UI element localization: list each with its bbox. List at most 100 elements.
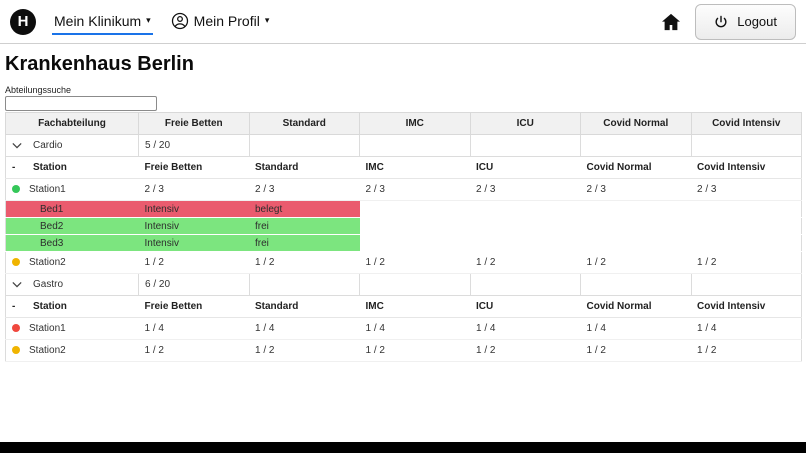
column-header: ICU bbox=[469, 112, 581, 135]
logout-label: Logout bbox=[737, 14, 777, 29]
station-value: 2 / 3 bbox=[470, 178, 581, 201]
station-value: 1 / 2 bbox=[249, 251, 360, 274]
column-header: Covid Intensiv bbox=[690, 112, 802, 135]
column-header: Freie Betten bbox=[138, 112, 250, 135]
station-column-header: Standard bbox=[249, 156, 360, 179]
station-value: 1 / 4 bbox=[580, 317, 691, 340]
station-name: Station1 bbox=[29, 322, 66, 334]
status-dot bbox=[12, 324, 20, 333]
status-dot bbox=[12, 185, 20, 194]
station-column-header: ICU bbox=[470, 295, 581, 318]
station-value: 2 / 3 bbox=[138, 178, 249, 201]
column-header: IMC bbox=[359, 112, 471, 135]
station-column-header: Freie Betten bbox=[138, 295, 249, 318]
station-column-header: Covid Intensiv bbox=[691, 156, 802, 179]
bed-row: Bed1 Intensiv belegt bbox=[5, 200, 802, 218]
bed-row: Bed3 Intensiv frei bbox=[5, 234, 802, 252]
bed-name: Bed2 bbox=[5, 217, 139, 235]
station-value: 2 / 3 bbox=[580, 178, 691, 201]
station-column-header: Station bbox=[33, 162, 67, 173]
nav-mein-profil[interactable]: Mein Profil ▾ bbox=[169, 8, 272, 36]
bed-row: Bed2 Intensiv frei bbox=[5, 217, 802, 235]
station-value: 1 / 2 bbox=[580, 251, 691, 274]
station-name: Station2 bbox=[29, 344, 66, 356]
department-name: Gastro bbox=[33, 278, 64, 290]
station-name: Station1 bbox=[29, 183, 66, 195]
empty-cell bbox=[359, 134, 471, 157]
bed-name: Bed3 bbox=[5, 234, 139, 252]
bed-state: frei bbox=[249, 234, 360, 252]
station-value: 1 / 2 bbox=[470, 339, 581, 362]
station-column-header: Covid Intensiv bbox=[691, 295, 802, 318]
station-name-cell: Station2 bbox=[5, 339, 139, 362]
station-value: 1 / 4 bbox=[691, 317, 802, 340]
chevron-down-icon[interactable] bbox=[12, 140, 22, 151]
chevron-down-icon[interactable] bbox=[12, 279, 22, 290]
department-free-beds: 6 / 20 bbox=[138, 273, 250, 296]
home-icon[interactable] bbox=[661, 13, 681, 31]
station-value: 2 / 3 bbox=[359, 178, 470, 201]
status-dot bbox=[12, 346, 20, 355]
logout-button[interactable]: Logout bbox=[695, 3, 796, 40]
department-name-cell: Gastro bbox=[5, 273, 139, 296]
department-row: Gastro 6 / 20 bbox=[5, 273, 802, 296]
table-header-row: Fachabteilung Freie Betten Standard IMC ICU C… bbox=[5, 112, 802, 135]
main-content: Krankenhaus Berlin Abteilungssuche Facha… bbox=[0, 44, 806, 362]
station-column-header: Covid Normal bbox=[580, 295, 691, 318]
bed-type: Intensiv bbox=[138, 234, 249, 252]
station-value: 1 / 2 bbox=[138, 339, 249, 362]
station-value: 1 / 4 bbox=[249, 317, 360, 340]
column-header: Covid Normal bbox=[580, 112, 692, 135]
collapse-toggle[interactable]: - bbox=[12, 162, 16, 173]
station-value: 1 / 4 bbox=[359, 317, 470, 340]
station-header-cell: - Station bbox=[5, 156, 139, 179]
empty-cell bbox=[359, 273, 471, 296]
station-value: 1 / 2 bbox=[249, 339, 360, 362]
page-title: Krankenhaus Berlin bbox=[5, 53, 194, 75]
column-header: Fachabteilung bbox=[5, 112, 139, 135]
empty-cell bbox=[469, 273, 581, 296]
station-column-header: ICU bbox=[470, 156, 581, 179]
bed-type: Intensiv bbox=[138, 200, 249, 218]
departments-table: Fachabteilung Freie Betten Standard IMC ICU C… bbox=[5, 112, 802, 362]
navbar-left: H Mein Klinikum ▾ Mein Profil ▾ bbox=[10, 0, 271, 43]
empty-cell bbox=[248, 134, 360, 157]
bed-type: Intensiv bbox=[138, 217, 249, 235]
nav-mein-klinikum[interactable]: Mein Klinikum ▾ bbox=[52, 9, 153, 35]
navbar-right: Logout bbox=[661, 3, 798, 40]
station-value: 1 / 2 bbox=[359, 251, 470, 274]
department-row: Cardio 5 / 20 bbox=[5, 134, 802, 157]
collapse-toggle[interactable]: - bbox=[12, 301, 16, 312]
station-value: 1 / 2 bbox=[138, 251, 249, 274]
search-label: Abteilungssuche bbox=[5, 85, 72, 95]
station-value: 1 / 2 bbox=[470, 251, 581, 274]
brand-logo[interactable]: H bbox=[10, 8, 36, 35]
empty-cell bbox=[690, 134, 802, 157]
station-name-cell: Station1 bbox=[5, 178, 139, 201]
brand-letter: H bbox=[17, 13, 29, 30]
empty-cell bbox=[469, 134, 581, 157]
station-value: 1 / 2 bbox=[359, 339, 470, 362]
chevron-down-icon: ▾ bbox=[146, 15, 151, 25]
status-dot bbox=[12, 258, 20, 267]
empty-cell bbox=[359, 200, 802, 218]
column-header: Standard bbox=[248, 112, 360, 135]
empty-cell bbox=[248, 273, 360, 296]
department-search-input[interactable] bbox=[5, 96, 157, 111]
station-header-row: - Station Freie Betten Standard IMC ICU Covid … bbox=[5, 156, 802, 179]
power-icon bbox=[714, 15, 728, 29]
chevron-down-icon: ▾ bbox=[264, 15, 270, 25]
station-value: 2 / 3 bbox=[249, 178, 360, 201]
department-free-beds: 5 / 20 bbox=[138, 134, 250, 157]
station-column-header: IMC bbox=[359, 295, 470, 318]
empty-cell bbox=[359, 217, 802, 235]
nav-mein-klinikum-label: Mein Klinikum bbox=[54, 12, 142, 29]
station-column-header: Freie Betten bbox=[138, 156, 249, 179]
station-name-cell: Station2 bbox=[5, 251, 139, 274]
station-column-header: Covid Normal bbox=[580, 156, 691, 179]
station-value: 1 / 2 bbox=[691, 251, 802, 274]
top-navbar: H Mein Klinikum ▾ Mein Profil ▾ bbox=[0, 0, 806, 44]
